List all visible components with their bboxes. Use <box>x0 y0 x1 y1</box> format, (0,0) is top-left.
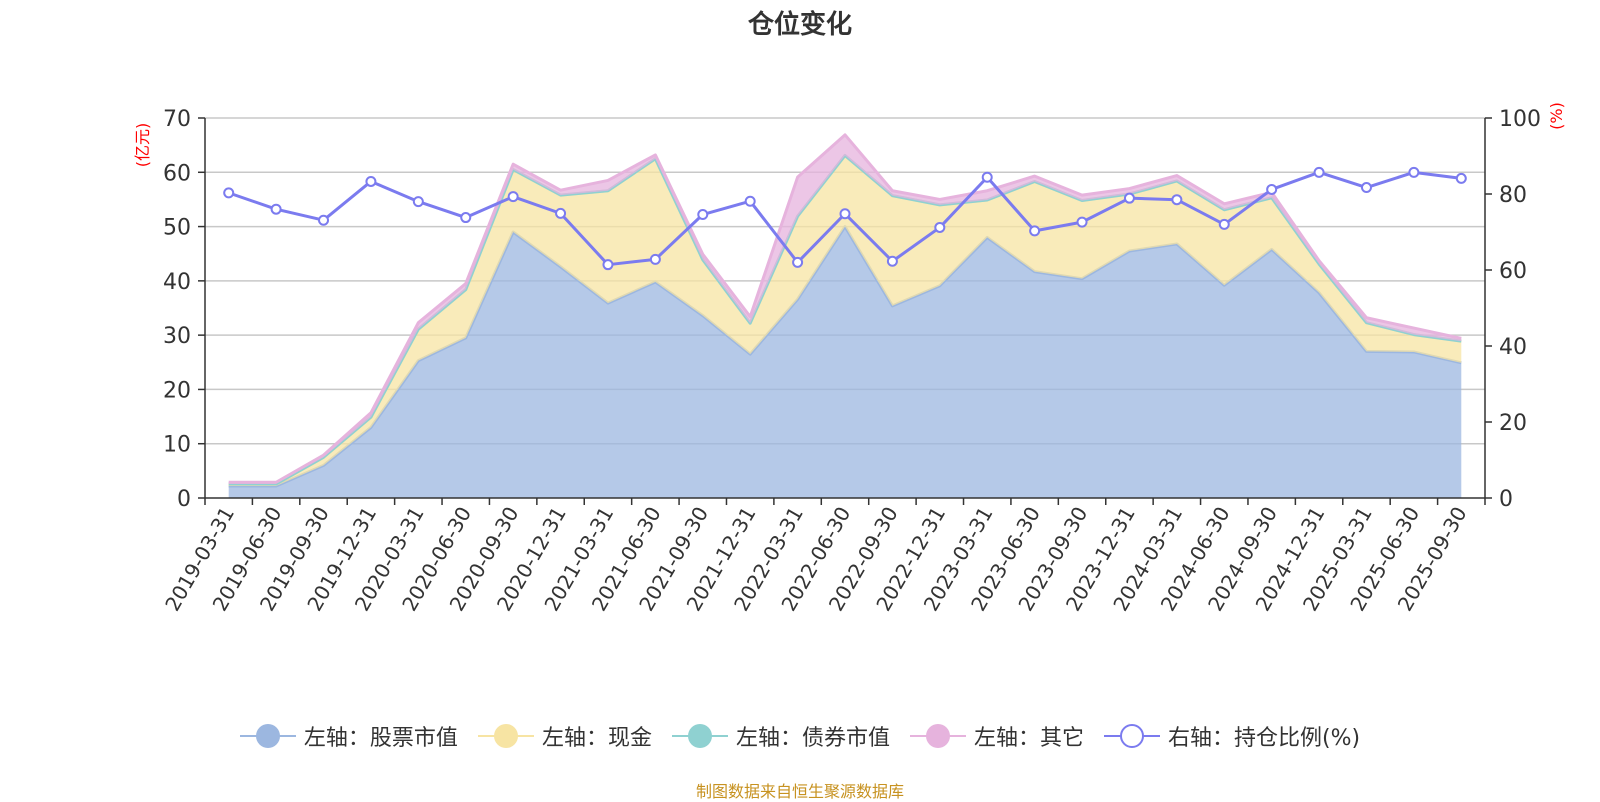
left-axis-tick-label: 0 <box>177 487 191 512</box>
legend-swatch-stock <box>239 723 296 749</box>
right-axis-tick-label: 60 <box>1499 259 1527 284</box>
stock-area <box>228 226 1462 499</box>
ratio-point <box>460 212 472 224</box>
ratio-point <box>1313 166 1325 178</box>
ratio-point <box>934 221 946 233</box>
ratio-point <box>1266 183 1278 195</box>
ratio-point <box>555 207 567 219</box>
legend-label-cash: 左轴：现金 <box>541 726 652 751</box>
ratio-point <box>744 195 756 207</box>
left-axis-tick-label: 50 <box>163 216 191 241</box>
right-axis-tick-label: 80 <box>1499 183 1527 208</box>
right-axis-tick-label: 20 <box>1499 411 1527 436</box>
ratio-point <box>1218 218 1230 230</box>
left-axis-tick-label: 70 <box>163 107 191 132</box>
ratio-point <box>1171 194 1183 206</box>
legend-label-stock: 左轴：股票市值 <box>303 726 458 751</box>
ratio-point <box>1123 192 1135 204</box>
legend-label-ratio: 右轴：持仓比例(%) <box>1167 726 1361 751</box>
data-source-note: 制图数据来自恒生聚源数据库 <box>695 782 904 801</box>
legend-label-bond: 左轴：债券市值 <box>735 726 890 751</box>
ratio-point <box>1455 172 1467 184</box>
legend-item-ratio[interactable]: 右轴：持仓比例(%) <box>1103 720 1361 752</box>
ratio-point <box>649 253 661 265</box>
right-axis-tick-label: 100 <box>1499 107 1541 132</box>
left-axis-tick-label: 40 <box>163 270 191 295</box>
legend-item-other[interactable]: 左轴：其它 <box>909 720 1084 752</box>
left-axis-tick-label: 10 <box>163 433 191 458</box>
ratio-point <box>318 214 330 226</box>
other-area-edge <box>228 133 1462 484</box>
ratio-line-layer <box>223 166 1467 271</box>
ratio-point <box>1408 166 1420 178</box>
legend-swatch-cash <box>477 723 534 749</box>
ratio-point <box>412 196 424 208</box>
left-axis-tick-label: 60 <box>163 161 191 186</box>
legend-item-cash[interactable]: 左轴：现金 <box>477 720 652 752</box>
legend-swatch-other <box>909 723 966 749</box>
ratio-point <box>1029 225 1041 237</box>
ratio-point <box>839 208 851 220</box>
legend-item-stock[interactable]: 左轴：股票市值 <box>239 720 458 752</box>
chart-legend: 左轴：股票市值 左轴：现金 左轴：债券市值 左轴：其它 右轴：持仓比例(%) <box>0 720 1600 752</box>
ratio-point <box>1076 216 1088 228</box>
right-axis-unit-label: (%) <box>1547 102 1566 130</box>
ratio-point <box>365 175 377 187</box>
ratio-point <box>1360 182 1372 194</box>
ratio-point <box>981 171 993 183</box>
ratio-point <box>602 259 614 271</box>
right-axis-tick-label: 40 <box>1499 335 1527 360</box>
ratio-point <box>270 203 282 215</box>
ratio-point <box>507 191 519 203</box>
ratio-point <box>697 209 709 221</box>
right-axis-tick-label: 0 <box>1499 487 1513 512</box>
cash-area <box>228 155 1462 487</box>
legend-swatch-ratio <box>1103 723 1160 749</box>
left-axis-unit-label: (亿元) <box>133 123 152 168</box>
left-axis-tick-label: 20 <box>163 378 191 403</box>
legend-item-bond[interactable]: 左轴：债券市值 <box>671 720 890 752</box>
chart-title: 仓位变化 <box>747 10 852 40</box>
ratio-point <box>886 255 898 267</box>
legend-label-other: 左轴：其它 <box>973 726 1084 751</box>
left-axis-tick-label: 30 <box>163 324 191 349</box>
ratio-point <box>223 187 235 199</box>
ratio-point <box>792 256 804 268</box>
legend-swatch-bond <box>671 723 728 749</box>
